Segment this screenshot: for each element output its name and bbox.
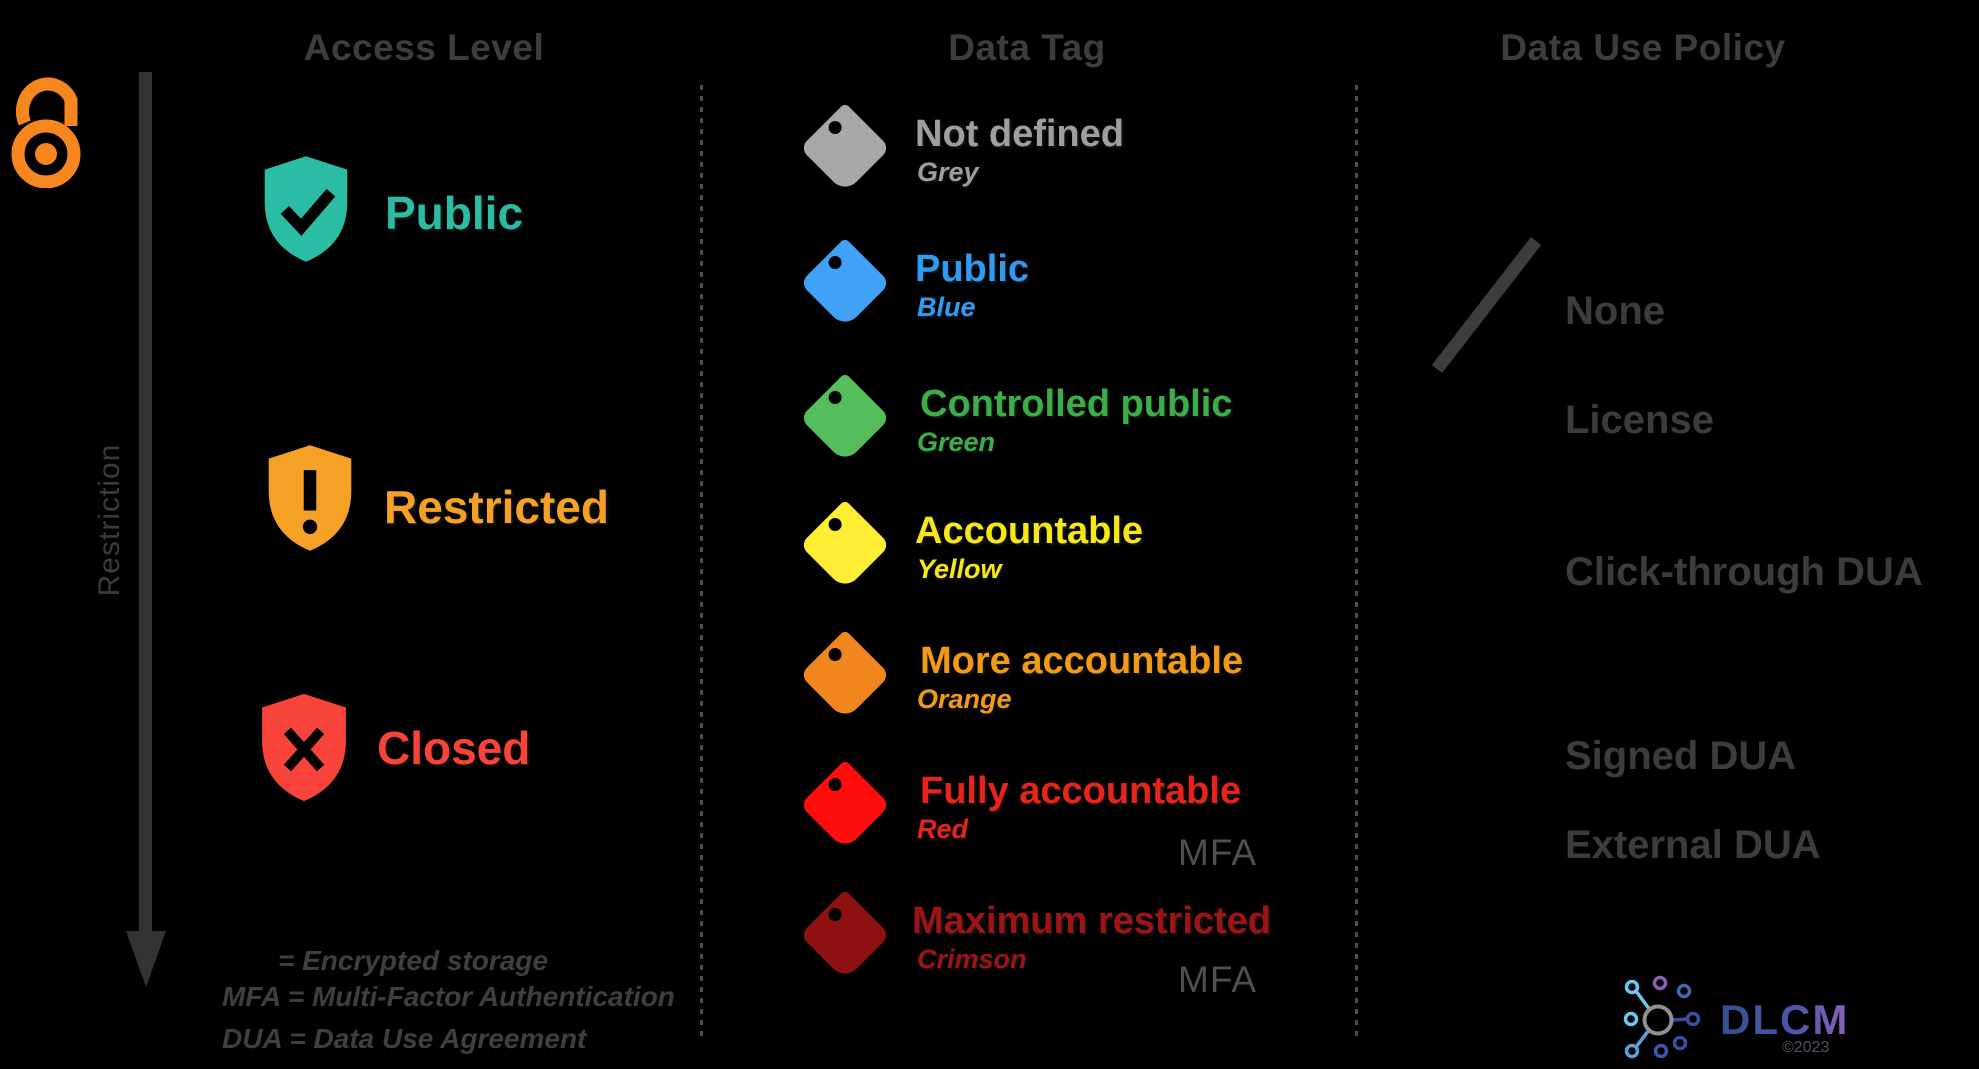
mfa-requirement-label: MFA bbox=[1178, 832, 1258, 873]
tag-color-name: Blue bbox=[917, 292, 976, 322]
shield-x-icon bbox=[262, 693, 346, 802]
legend-dua: DUA = Data Use Agreement bbox=[222, 1023, 586, 1055]
tag-hole bbox=[825, 118, 845, 137]
tag-icon bbox=[799, 499, 891, 591]
tag-color-name: Grey bbox=[917, 157, 979, 187]
tag-label: Controlled public bbox=[920, 383, 1233, 425]
tag-icon bbox=[799, 237, 891, 329]
access-level-public-label: Public bbox=[385, 187, 524, 239]
tag-hole bbox=[825, 388, 845, 407]
tag-icon bbox=[799, 629, 891, 721]
data-tag-header: Data Tag bbox=[948, 27, 1106, 68]
tag-icon bbox=[799, 372, 891, 464]
policy-click-through-dua-label: Click-through DUA bbox=[1565, 550, 1923, 594]
restriction-arrow-line bbox=[139, 72, 152, 933]
mfa-requirement-label: MFA bbox=[1178, 959, 1258, 1000]
tag-hole bbox=[825, 253, 845, 272]
tag-label: Accountable bbox=[915, 510, 1144, 552]
access-level-closed-label: Closed bbox=[377, 722, 531, 774]
tag-icon bbox=[799, 102, 891, 194]
tag-color-name: Crimson bbox=[917, 944, 1027, 974]
restriction-arrow-head-icon bbox=[126, 931, 166, 987]
tag-color-name: Green bbox=[917, 427, 996, 457]
tag-label: Not defined bbox=[915, 113, 1124, 155]
tag-label: Maximum restricted bbox=[912, 900, 1272, 942]
policy-license-label: License bbox=[1565, 398, 1714, 442]
open-access-lock-icon bbox=[11, 77, 81, 188]
network-molecule-icon bbox=[1623, 975, 1701, 1059]
data-use-policy-header: Data Use Policy bbox=[1500, 27, 1786, 68]
tag-hole bbox=[825, 905, 845, 924]
tag-color-name: Red bbox=[917, 814, 969, 844]
lock-icon bbox=[249, 948, 269, 973]
legend-encrypted-storage: = Encrypted storage bbox=[248, 945, 548, 977]
tag-label: More accountable bbox=[920, 640, 1244, 682]
policy-signed-dua-label: Signed DUA bbox=[1565, 734, 1797, 778]
legend-mfa: MFA = Multi-Factor Authentication bbox=[222, 981, 675, 1013]
legend-text: DUA = Data Use Agreement bbox=[222, 1023, 587, 1054]
tag-icon bbox=[799, 889, 891, 981]
access-level-restricted-label: Restricted bbox=[384, 481, 609, 533]
tag-color-name: Orange bbox=[917, 684, 1012, 714]
access-level-header: Access Level bbox=[303, 27, 545, 68]
column-separator bbox=[1355, 85, 1358, 1040]
shield-check-icon bbox=[264, 156, 348, 262]
dlcm-logo-text: DLCM bbox=[1720, 996, 1850, 1043]
tag-label: Fully accountable bbox=[920, 770, 1241, 812]
tag-hole bbox=[825, 775, 845, 794]
legend-text: = Encrypted storage bbox=[278, 945, 548, 976]
tag-hole bbox=[825, 645, 845, 664]
tag-hole bbox=[825, 515, 845, 534]
policy-none-label: None bbox=[1565, 289, 1665, 333]
legend-text: MFA = Multi-Factor Authentication bbox=[222, 981, 675, 1012]
shield-exclamation-icon bbox=[268, 445, 352, 551]
dlcm-copyright: ©2023 bbox=[1782, 1039, 1830, 1056]
none-slash-icon bbox=[1431, 237, 1542, 373]
tag-label: Public bbox=[915, 248, 1030, 290]
tag-color-name: Yellow bbox=[917, 554, 1002, 584]
tag-icon bbox=[799, 759, 891, 851]
policy-external-dua-label: External DUA bbox=[1565, 823, 1821, 867]
column-separator bbox=[700, 85, 703, 1040]
